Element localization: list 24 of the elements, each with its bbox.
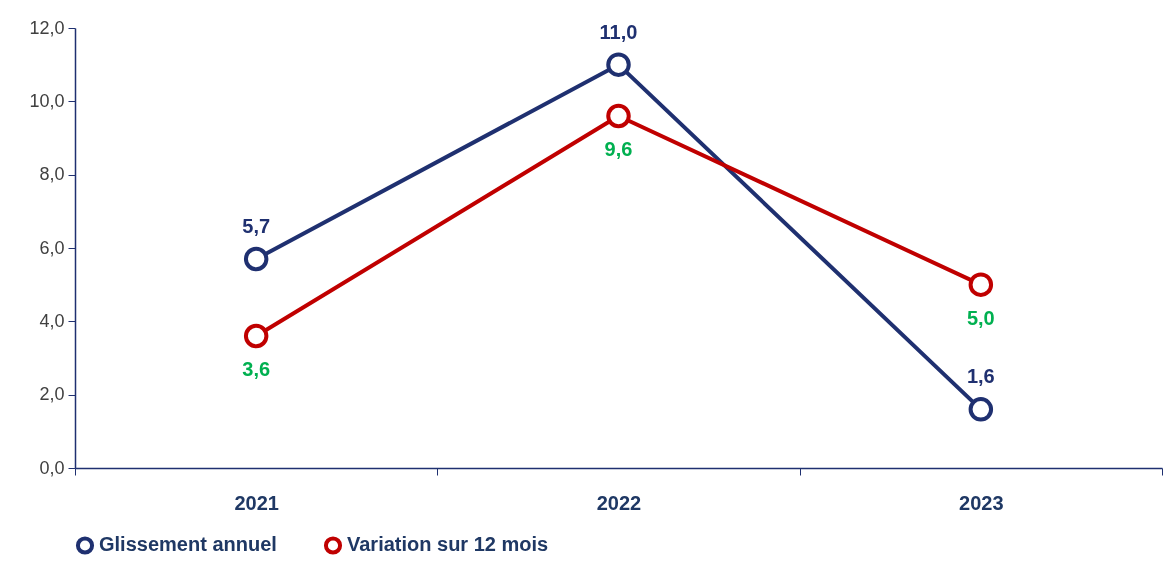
x-tick-label: 2022 (596, 491, 642, 514)
data-label: 11,0 (599, 20, 638, 43)
data-label: 3,6 (242, 358, 271, 380)
y-tick-label: 10,0 (29, 90, 65, 111)
point (243, 323, 269, 349)
y-tick-label: 4,0 (39, 310, 65, 331)
point (606, 52, 631, 77)
point (968, 397, 994, 422)
data-label: 5,0 (966, 306, 995, 329)
data-label: 9,6 (604, 138, 633, 160)
y-tick-label: 6,0 (39, 237, 65, 258)
y-tick-label: 8,0 (39, 164, 65, 185)
data-label: 5,7 (242, 215, 271, 237)
point (243, 246, 269, 272)
legend-label: Glissement annuel (99, 533, 277, 556)
x-tick-label: 2021 (234, 491, 279, 514)
point (606, 103, 631, 129)
point (968, 272, 994, 297)
y-tick-label: 12,0 (29, 17, 65, 38)
y-tick-label: 2,0 (39, 384, 65, 405)
data-label: 1,6 (966, 365, 995, 388)
x-tick-label: 2023 (959, 491, 1004, 514)
legend-label: Variation sur 12 mois (347, 533, 549, 556)
y-tick-label: 0,0 (39, 457, 65, 478)
